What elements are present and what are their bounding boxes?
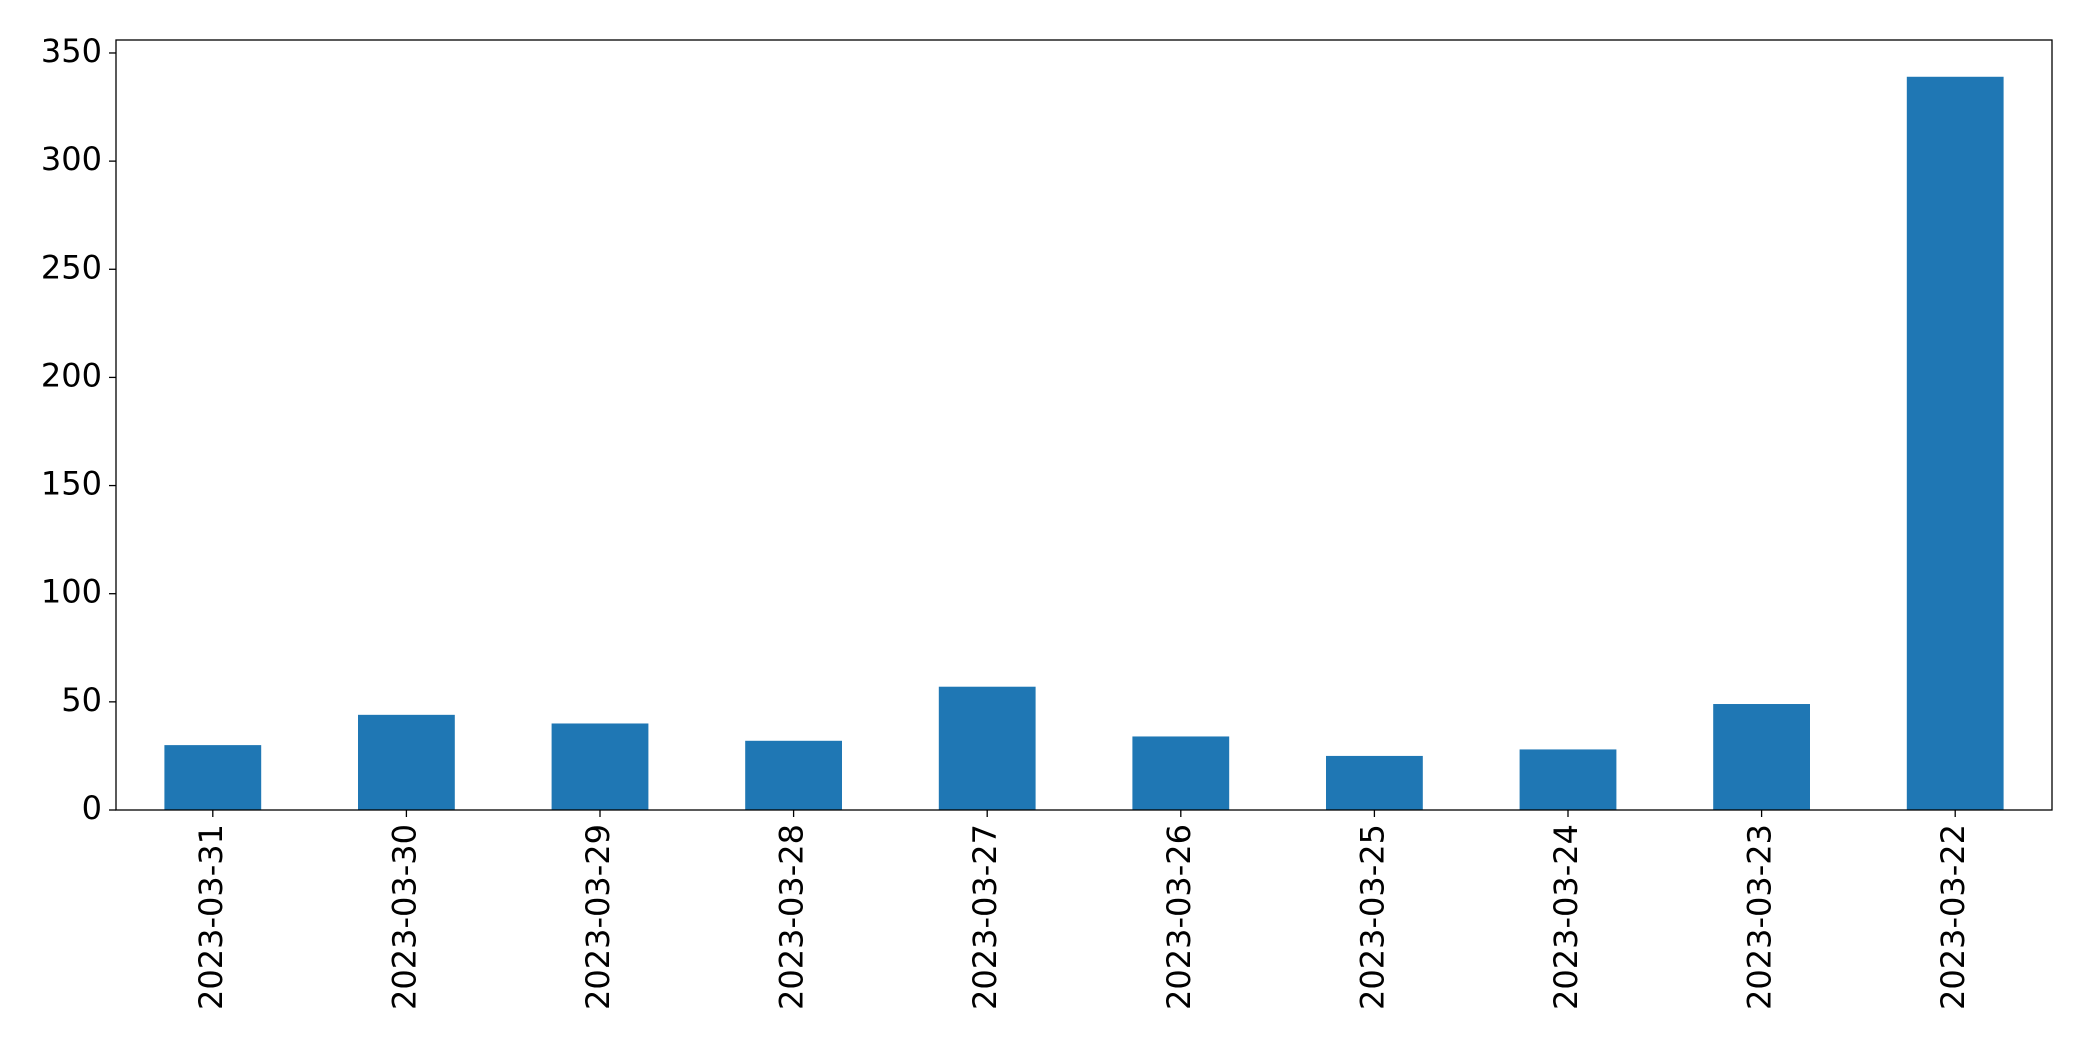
bar	[1519, 749, 1617, 810]
y-tick-label: 300	[41, 140, 102, 178]
bar	[1132, 736, 1230, 810]
x-tick-label: 2023-03-25	[1353, 824, 1391, 1010]
x-tick-label: 2023-03-26	[1160, 824, 1198, 1010]
x-tick-label: 2023-03-30	[385, 824, 423, 1010]
x-tick-label: 2023-03-29	[579, 824, 617, 1010]
x-tick-label: 2023-03-31	[192, 824, 230, 1010]
x-tick-label: 2023-03-22	[1934, 824, 1972, 1010]
x-tick-label: 2023-03-27	[966, 824, 1004, 1010]
bar	[358, 714, 455, 810]
y-tick-label: 350	[41, 32, 102, 70]
bar	[745, 740, 842, 810]
bar	[1326, 755, 1423, 810]
x-tick-label: 2023-03-24	[1547, 824, 1585, 1010]
x-tick-label: 2023-03-28	[773, 824, 811, 1010]
axes-frame	[115, 39, 2053, 811]
y-tick-label: 50	[61, 681, 102, 719]
y-tick-label: 150	[41, 465, 102, 503]
y-tick-label: 200	[41, 356, 102, 394]
bar	[164, 745, 262, 810]
bar	[1906, 76, 2004, 811]
y-tick-label: 250	[41, 248, 102, 286]
y-tick-label: 0	[82, 789, 102, 827]
bar	[551, 723, 649, 810]
bar	[1713, 704, 1810, 810]
y-tick-label: 100	[41, 573, 102, 611]
x-tick-label: 2023-03-23	[1741, 824, 1779, 1010]
bar	[938, 686, 1036, 810]
